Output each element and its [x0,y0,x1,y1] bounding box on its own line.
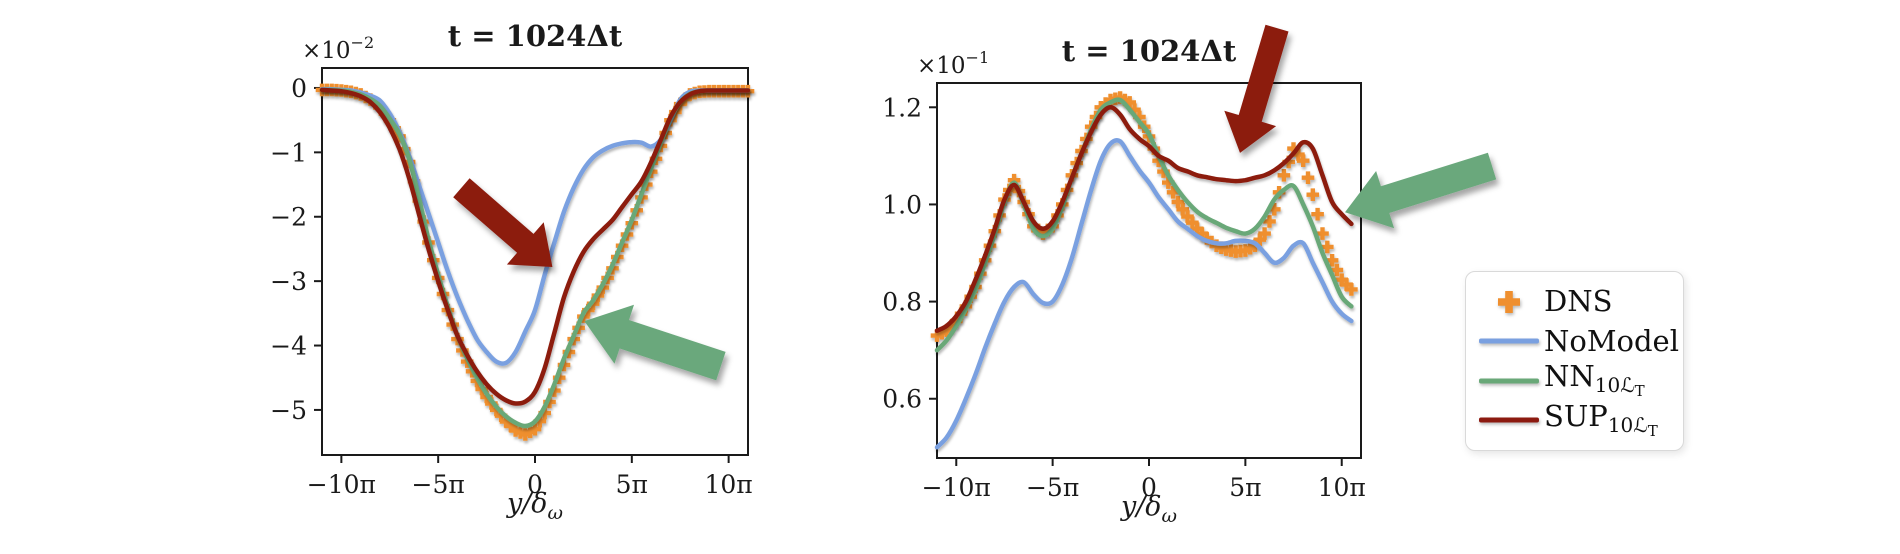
legend-label-nn: NN10ℒT [1544,359,1645,401]
dark-red-arrow-annotation [1224,24,1289,153]
legend-label-nomodel: NoModel [1544,323,1679,358]
plus-marker-icon [1474,287,1544,317]
sup-curve [934,105,1354,333]
y-tick-label: −2 [270,203,307,232]
x-tick-label: 5π [616,470,648,499]
x-tick-label: −5π [412,470,465,499]
axis-scale-label: ×10−2 [302,33,374,64]
legend-item-nomodel: NoModel [1474,322,1679,362]
x-tick-label: 5π [1229,473,1261,502]
axis-scale-label: ×10−1 [917,48,989,79]
y-tick-label: −5 [270,396,307,425]
y-tick-label: 1.0 [882,190,922,219]
x-tick-label: −10π [922,473,991,502]
y-tick-label: 0.8 [882,288,922,317]
legend: DNS NoModel NN10ℒT SUP10ℒT [1465,271,1684,451]
nomodel-curve [934,138,1354,450]
plot-left: −10π −5π 0 5π 10π 0 −1 −2 −3 −4 −5 t = 1024Δt ×10−2 y… [270,19,755,524]
plot-right: −10π −5π 0 5π 10π 1.2 1.0 0.8 0.6 t = 1024Δt ×10−1… [882,24,1497,527]
x-tick-label: 10π [705,470,753,499]
line-marker-icon [1474,336,1544,346]
y-tick-label: −1 [270,138,307,167]
green-arrow-annotation [584,304,726,381]
y-tick-label: −4 [270,332,307,361]
green-arrow-annotation [1345,152,1497,229]
dark-red-arrow-annotation [453,178,553,267]
sup-curve [319,87,751,406]
x-axis-label: y/δω [1120,491,1177,527]
legend-item-nn: NN10ℒT [1474,361,1675,401]
x-axis-label: y/δω [506,488,563,524]
y-tick-label: 0.6 [882,385,922,414]
y-tick-label: 0 [291,74,307,103]
x-tick-label: −5π [1026,473,1079,502]
legend-item-dns: DNS [1474,282,1675,322]
y-tick-label: −3 [270,267,307,296]
line-marker-icon [1474,415,1544,425]
x-tick-label: 0 [527,470,543,499]
x-tick-label: 10π [1318,473,1366,502]
line-marker-icon [1474,376,1544,386]
x-tick-label: 0 [1141,473,1157,502]
x-tick-label: −10π [307,470,376,499]
y-tick-label: 1.2 [882,93,922,122]
plot-title: t = 1024Δt [1062,34,1237,68]
legend-label-sup: SUP10ℒT [1544,398,1658,440]
legend-label-dns: DNS [1544,284,1613,319]
legend-item-sup: SUP10ℒT [1474,401,1675,441]
plot-title: t = 1024Δt [448,19,623,53]
